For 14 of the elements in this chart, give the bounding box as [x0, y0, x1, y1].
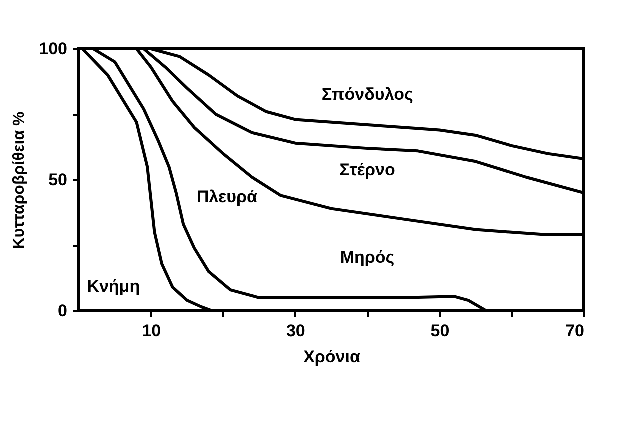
x-axis-title: Χρόνια — [304, 348, 361, 366]
x-tick-label: 10 — [142, 322, 162, 340]
y-tick-label: 100 — [39, 40, 68, 58]
series-label: Πλευρά — [196, 187, 258, 206]
series-label: Κνήμη — [87, 277, 140, 296]
x-tick-label: 30 — [286, 322, 306, 340]
x-tick-label: 50 — [430, 322, 450, 340]
y-tick-label: 0 — [58, 302, 68, 320]
y-axis-title: Κυτταροβρίθεια % — [11, 112, 28, 250]
x-tick-label: 70 — [566, 322, 584, 340]
y-tick-label: 50 — [48, 170, 68, 190]
series-label: Μηρός — [340, 248, 395, 267]
series-label: Στέρνο — [340, 160, 396, 180]
series-label: Σπόνδυλος — [322, 84, 414, 104]
